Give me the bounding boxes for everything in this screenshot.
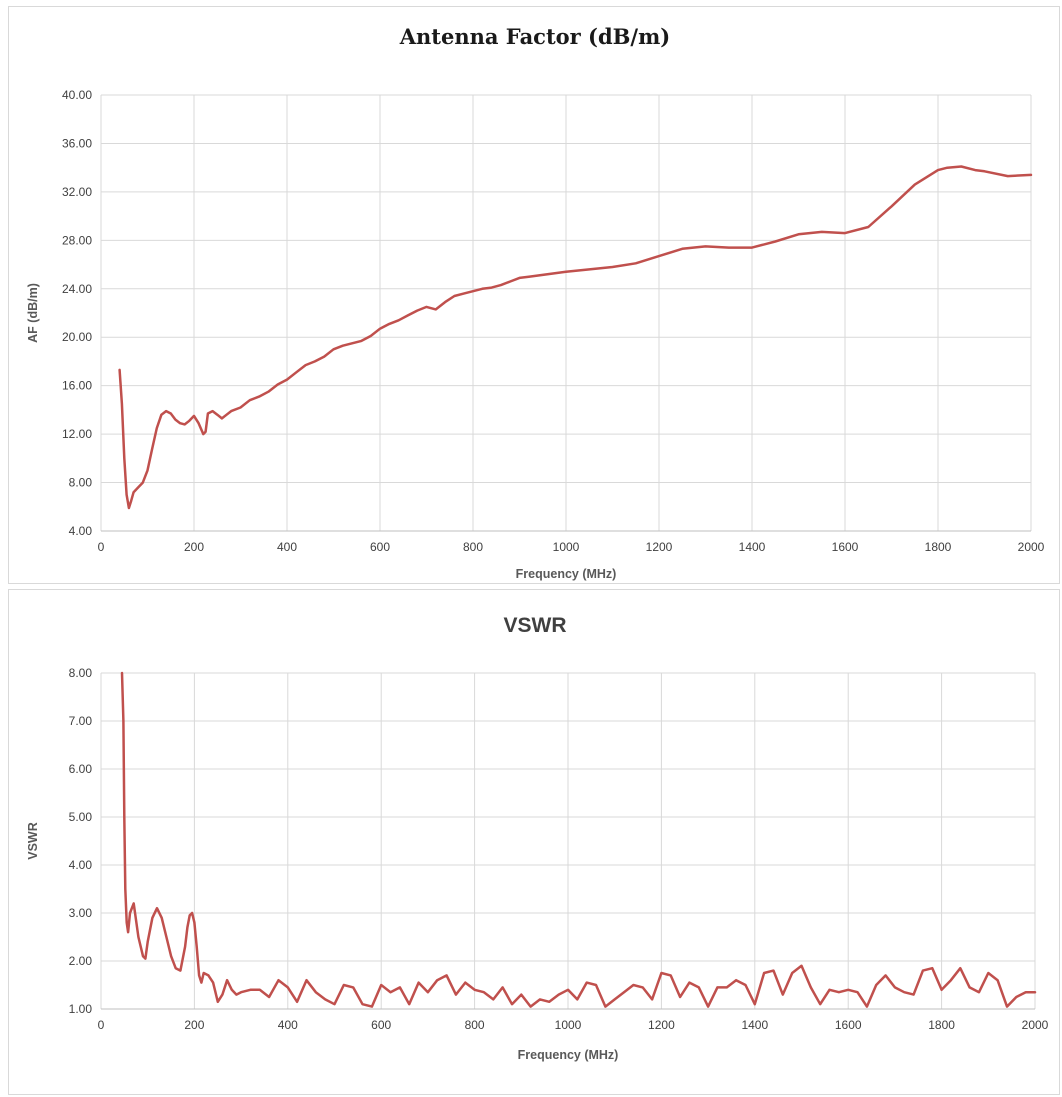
vswr-y-tick-label: 6.00: [69, 762, 93, 776]
vswr-y-tick-label: 1.00: [69, 1002, 93, 1016]
vswr-x-tick-label: 1400: [741, 1018, 768, 1032]
af-x-tick-label: 0: [98, 540, 105, 554]
vswr-x-tick-label: 800: [465, 1018, 485, 1032]
af-x-tick-label: 2000: [1018, 540, 1045, 554]
vswr-x-tick-label: 1600: [835, 1018, 862, 1032]
vswr-x-tick-label: 1200: [648, 1018, 675, 1032]
af-y-tick-label: 16.00: [62, 379, 92, 393]
vswr-series-line: [120, 671, 1037, 1008]
vswr-y-tick-label: 4.00: [69, 858, 93, 872]
vswr-x-tick-label: 1800: [928, 1018, 955, 1032]
vswr-plot: VSWR 1.00 2.00 3.00 4.00 5.00 6.00 7.00 8.00 0 200…: [26, 614, 1049, 1062]
af-y-tick-label: 20.00: [62, 330, 92, 344]
vswr-y-tick-label: 3.00: [69, 906, 93, 920]
vswr-x-tick-label: 0: [98, 1018, 105, 1032]
af-y-tick-label: 4.00: [69, 524, 93, 538]
af-y-tick-label: 32.00: [62, 185, 92, 199]
vswr-x-tick-label: 400: [278, 1018, 298, 1032]
vswr-chart-title: VSWR: [504, 614, 567, 637]
af-y-axis-label: AF (dB/m): [26, 283, 40, 343]
vswr-x-tick-label: 600: [371, 1018, 391, 1032]
af-y-tick-label: 28.00: [62, 233, 92, 247]
af-y-tick-label: 12.00: [62, 427, 92, 441]
af-x-tick-label: 800: [463, 540, 483, 554]
af-x-tick-label: 1200: [646, 540, 673, 554]
vswr-y-tick-label: 8.00: [69, 666, 93, 680]
vswr-y-tick-label: 2.00: [69, 954, 93, 968]
af-x-tick-label: 1800: [925, 540, 952, 554]
af-x-tick-label: 200: [184, 540, 204, 554]
vswr-y-axis-label: VSWR: [26, 822, 40, 860]
vswr-x-tick-label: 1000: [555, 1018, 582, 1032]
af-y-tick-label: 24.00: [62, 282, 92, 296]
af-x-axis-label: Frequency (MHz): [516, 567, 617, 581]
vswr-y-tick-label: 5.00: [69, 810, 93, 824]
vswr-x-tick-label: 200: [184, 1018, 204, 1032]
antenna-factor-chart: Antenna Factor (dB/m) 4.00 8.00 12.00 16.00 2…: [8, 6, 1060, 584]
af-x-tick-label: 400: [277, 540, 297, 554]
vswr-chart: VSWR 1.00 2.00 3.00 4.00 5.00 6.00 7.00 8.00 0 200…: [8, 589, 1060, 1095]
af-series-line: [118, 165, 1033, 510]
af-x-tick-label: 600: [370, 540, 390, 554]
vswr-x-tick-label: 2000: [1022, 1018, 1049, 1032]
af-x-tick-label: 1400: [739, 540, 766, 554]
vswr-y-tick-label: 7.00: [69, 714, 93, 728]
af-chart-title: Antenna Factor (dB/m): [399, 24, 671, 49]
af-y-tick-label: 8.00: [69, 476, 93, 490]
vswr-x-axis-label: Frequency (MHz): [518, 1048, 619, 1062]
af-y-tick-label: 40.00: [62, 88, 92, 102]
af-x-tick-label: 1600: [832, 540, 859, 554]
af-y-tick-label: 36.00: [62, 136, 92, 150]
antenna-factor-plot: Antenna Factor (dB/m) 4.00 8.00 12.00 16.00 2…: [26, 24, 1045, 581]
af-x-tick-label: 1000: [553, 540, 580, 554]
